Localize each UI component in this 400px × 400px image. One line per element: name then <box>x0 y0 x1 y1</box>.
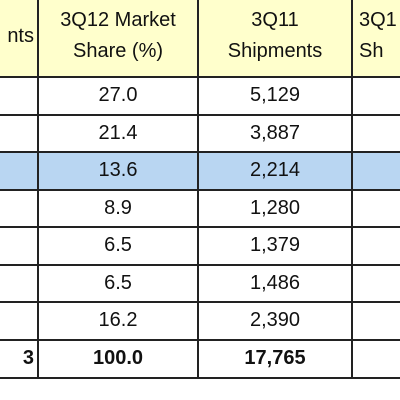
total-cell <box>353 341 400 379</box>
table-cell <box>0 265 39 303</box>
cell-text: 27.0 <box>98 84 138 107</box>
header-cell: nts <box>0 0 39 78</box>
cell-text: 2,214 <box>249 159 301 182</box>
cell-text: 1,486 <box>249 271 301 294</box>
table-cell <box>353 78 400 116</box>
cell-text: 3Q11 <box>251 9 299 31</box>
cell-text: Shipments <box>227 40 323 62</box>
table-cell: 5,129 <box>199 78 353 116</box>
total-cell: 3 <box>0 340 39 379</box>
total-cell: 100.0 <box>39 340 199 379</box>
cell-text: 16.2 <box>98 309 138 332</box>
table-cell <box>353 303 400 341</box>
cell-text: 2,390 <box>249 309 301 332</box>
cell-text: 3,887 <box>249 121 301 144</box>
table-cell: 6.5 <box>39 265 199 303</box>
cell-text: 17,765 <box>244 347 306 369</box>
cell-text: 100.0 <box>92 347 144 369</box>
cell-text: 21.4 <box>98 121 138 144</box>
table-cell <box>0 228 39 266</box>
cell-text: 1,379 <box>249 234 301 257</box>
cell-text: 3Q1 <box>359 9 397 31</box>
table-cell: 16.2 <box>39 303 199 341</box>
cell-text: 6.5 <box>104 234 132 257</box>
table-cell: 13.6 <box>39 153 199 191</box>
table-cell: 2,214 <box>199 153 353 191</box>
cell-text: 13.6 <box>98 159 138 182</box>
table-cell <box>0 115 39 153</box>
cell-text: 8.9 <box>104 196 132 219</box>
table-cell: 6.5 <box>39 228 199 266</box>
header-cell: 3Q1 Sh <box>353 0 400 78</box>
cell-text: Sh <box>359 40 384 62</box>
table-cell: 27.0 <box>39 78 199 116</box>
cell-text: 3Q12 Market <box>60 9 176 31</box>
cell-text: Share (%) <box>72 40 164 62</box>
table-cell <box>353 228 400 266</box>
cell-text: 3 <box>22 347 34 369</box>
header-cell: 3Q11 Shipments <box>199 0 353 78</box>
cell-text: 1,280 <box>249 196 301 219</box>
table-cell: 8.9 <box>39 190 199 228</box>
table-cell <box>353 266 400 303</box>
table-cell: 1,280 <box>199 190 353 228</box>
table-cell <box>353 191 400 228</box>
total-cell: 17,765 <box>199 340 353 379</box>
header-cell: 3Q12 Market Share (%) <box>39 0 199 78</box>
table-cell: 3,887 <box>199 115 353 153</box>
table-cell <box>0 153 39 191</box>
table-cell: 1,486 <box>199 265 353 303</box>
cell-text: nts <box>7 24 34 47</box>
cell-text: 5,129 <box>249 84 301 107</box>
table-cell: 2,390 <box>199 303 353 341</box>
table-cell <box>0 78 39 116</box>
table-cell <box>0 190 39 228</box>
cell-text: 6.5 <box>104 271 132 294</box>
table-cell: 21.4 <box>39 115 199 153</box>
table-cell <box>353 116 400 153</box>
table-cell <box>353 153 400 191</box>
table-cell <box>0 303 39 341</box>
table-cell: 1,379 <box>199 228 353 266</box>
